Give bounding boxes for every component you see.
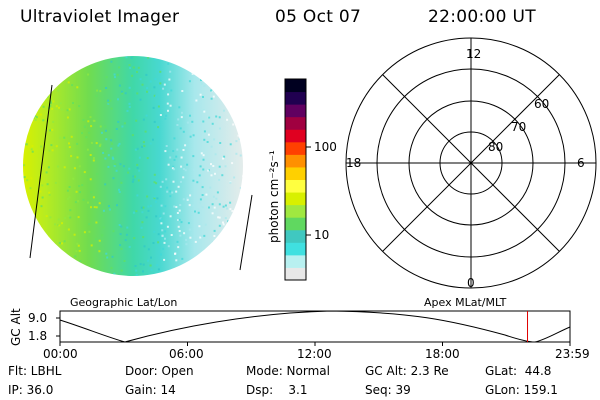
timeline-left-caption: Geographic Lat/Lon bbox=[70, 296, 178, 309]
colorbar-segment bbox=[285, 79, 306, 93]
mlt-label-6: 6 bbox=[577, 156, 585, 170]
status-dsp: Dsp: 3.1 bbox=[246, 383, 308, 397]
colorbar-segment bbox=[285, 217, 306, 231]
colorbar-segment bbox=[285, 104, 306, 118]
mlt-label-12: 12 bbox=[466, 47, 482, 61]
status-gain: Gain: 14 bbox=[125, 383, 176, 397]
colorbar-units-label: photon cm⁻²s⁻¹ bbox=[267, 150, 281, 243]
timeline-xlabel-0000: 00:00 bbox=[43, 347, 78, 361]
status-seq: Seq: 39 bbox=[365, 383, 411, 397]
status-door: Door: Open bbox=[125, 364, 194, 378]
polar-grid bbox=[345, 37, 597, 289]
status-glon: GLon: 159.1 bbox=[485, 383, 558, 397]
colorbar-label-10: 10 bbox=[314, 228, 330, 242]
colorbar-segment bbox=[285, 166, 306, 180]
timeline-ylabel-1.8: 1.8 bbox=[28, 329, 48, 343]
status-ip: IP: 36.0 bbox=[8, 383, 54, 397]
mlat-label-80: 80 bbox=[488, 140, 504, 154]
timeline-xlabel-2359: 23:59 bbox=[555, 347, 590, 361]
colorbar-segment bbox=[285, 254, 306, 268]
timeline-frame bbox=[59, 310, 571, 343]
colorbar-segment bbox=[285, 204, 306, 218]
status-mode: Mode: Normal bbox=[246, 364, 330, 378]
timeline-xlabel-1800: 18:00 bbox=[425, 347, 460, 361]
mlat-label-60: 60 bbox=[534, 97, 550, 111]
mlat-label-70: 70 bbox=[511, 120, 527, 134]
date-label: 05 Oct 07 bbox=[275, 7, 362, 27]
limb-line-right bbox=[239, 194, 253, 271]
mlt-label-0: 0 bbox=[467, 276, 475, 290]
time-label: 22:00:00 UT bbox=[428, 7, 536, 27]
colorbar-segment bbox=[285, 116, 306, 130]
timeline-ylabel-9: 9.0 bbox=[28, 311, 48, 325]
colorbar-segment bbox=[285, 229, 306, 243]
colorbar-segment bbox=[285, 192, 306, 206]
status-glat: GLat: 44.8 bbox=[485, 364, 552, 378]
timeline-xlabel-0600: 06:00 bbox=[169, 347, 204, 361]
timeline-right-caption: Apex MLat/MLT bbox=[424, 296, 507, 309]
color-bar bbox=[285, 79, 306, 281]
instrument-title: Ultraviolet Imager bbox=[20, 7, 180, 27]
timeline-xticks bbox=[59, 342, 571, 346]
limb-line-left bbox=[29, 84, 53, 259]
colorbar-segment bbox=[285, 267, 306, 281]
colorbar-segment bbox=[285, 154, 306, 168]
colorbar-segment bbox=[285, 242, 306, 256]
status-gc-alt: GC Alt: 2.3 Re bbox=[365, 364, 449, 378]
colorbar-label-100: 100 bbox=[314, 140, 337, 154]
colorbar-segment bbox=[285, 91, 306, 105]
altitude-curve bbox=[59, 310, 571, 343]
colorbar-segment bbox=[285, 179, 306, 193]
colorbar-segment bbox=[285, 129, 306, 143]
uv-disk-image bbox=[23, 56, 243, 276]
status-filter: Flt: LBHL bbox=[8, 364, 62, 378]
colorbar-segment bbox=[285, 141, 306, 155]
mlt-label-18: 18 bbox=[346, 156, 362, 170]
timeline-xlabel-1200: 12:00 bbox=[297, 347, 332, 361]
color-bar-frame bbox=[284, 78, 307, 281]
timeline-y-axis-label: GC Alt bbox=[9, 308, 23, 346]
